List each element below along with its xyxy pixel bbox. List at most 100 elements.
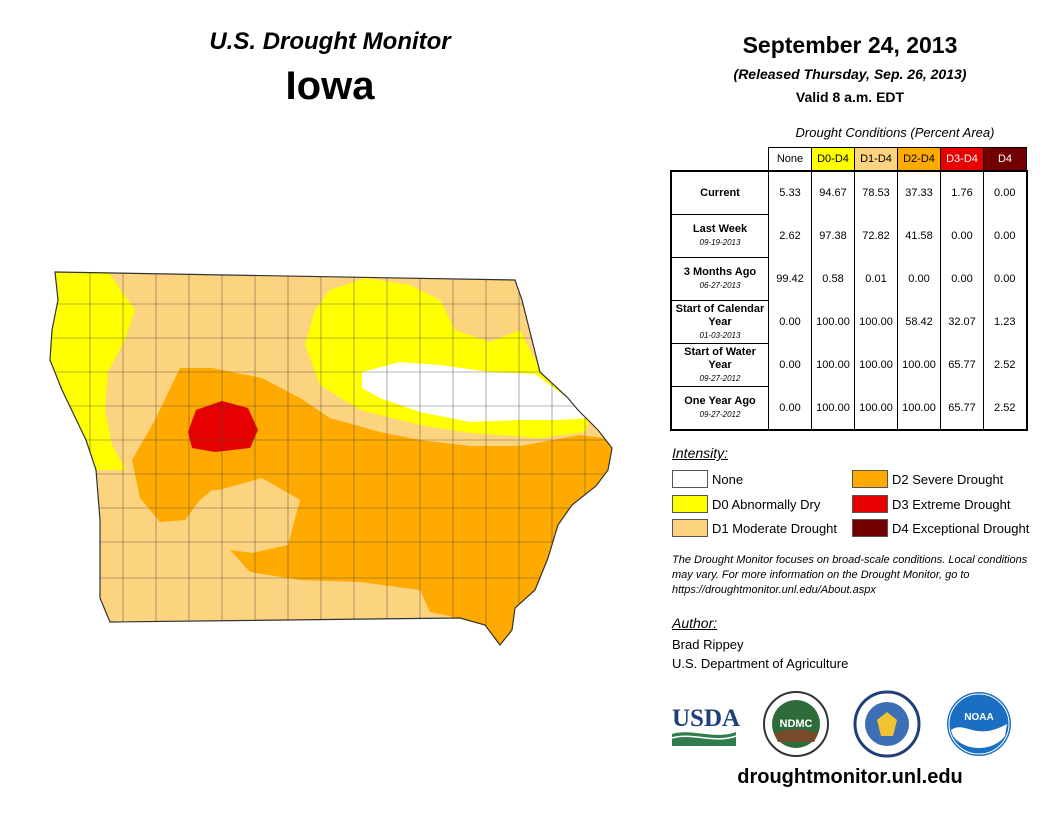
legend-label: D4 Exceptional Drought	[892, 520, 1030, 536]
author-title: Author:	[672, 615, 718, 631]
col-header: None	[768, 147, 812, 172]
col-header: D1-D4	[854, 147, 898, 172]
table-cell: 0.00	[940, 214, 984, 258]
table-cell: 0.00	[768, 300, 812, 344]
table-cell: 0.00	[940, 257, 984, 301]
table-cell: 0.00	[768, 386, 812, 431]
table-cell: 72.82	[854, 214, 898, 258]
county-grid	[50, 272, 612, 645]
legend-item-d1: D1 Moderate Drought	[672, 519, 837, 537]
table-cell: 97.38	[811, 214, 855, 258]
legend-label: None	[712, 471, 744, 487]
table-cell: 41.58	[897, 214, 941, 258]
row-label: Start of Calendar Year 01-03-2013	[670, 300, 769, 344]
conditions-title: Drought Conditions (Percent Area)	[795, 125, 995, 140]
legend-swatch	[852, 495, 888, 513]
table-cell: 1.76	[940, 170, 984, 215]
legend-swatch	[672, 519, 708, 537]
table-cell: 78.53	[854, 170, 898, 215]
table-cell: 65.77	[940, 343, 984, 387]
table-cell: 100.00	[897, 386, 941, 431]
legend-item-none: None	[672, 470, 743, 488]
author-org: U.S. Department of Agriculture	[672, 656, 849, 671]
table-cell: 0.58	[811, 257, 855, 301]
legend-swatch	[852, 470, 888, 488]
region-title: Iowa	[285, 64, 375, 108]
table-header-row: None D0-D4 D1-D4 D2-D4 D3-D4 D4	[671, 147, 1027, 172]
table-cell: 100.00	[811, 300, 855, 344]
legend-swatch	[672, 470, 708, 488]
legend-item-d2: D2 Severe Drought	[852, 470, 1003, 488]
table-cell: 100.00	[854, 300, 898, 344]
noaa-logo-text: NOAA	[964, 712, 993, 723]
col-header: D4	[983, 147, 1027, 172]
usda-logo: USDA	[671, 705, 740, 746]
noaa-inner-ring	[948, 693, 1010, 755]
ndmc-logo: NDMC	[763, 691, 829, 757]
usda-stripe	[671, 735, 737, 740]
table-cell: 100.00	[854, 343, 898, 387]
legend-swatch	[852, 519, 888, 537]
release-date: (Released Thursday, Sep. 26, 2013)	[733, 66, 967, 82]
map-date: September 24, 2013	[742, 32, 958, 58]
legend-item-d3: D3 Extreme Drought	[852, 495, 1011, 513]
table-row: Start of Water Year 09-27-2012 0.00 100.0…	[670, 343, 1028, 387]
row-label: Current	[670, 170, 769, 215]
department-of-commerce-seal-icon	[853, 690, 921, 758]
table-cell: 100.00	[854, 386, 898, 431]
legend-item-d0: D0 Abnormally Dry	[672, 495, 820, 513]
usda-logo-text: USDA	[672, 705, 740, 732]
table-cell: 94.67	[811, 170, 855, 215]
legend-item-d4: D4 Exceptional Drought	[852, 519, 1029, 537]
map-title: U.S. Drought Monitor	[209, 28, 451, 55]
none-region	[362, 362, 590, 422]
disclaimer-note: The Drought Monitor focuses on broad-sca…	[672, 554, 1028, 596]
col-header: D2-D4	[897, 147, 941, 172]
row-label: Start of Water Year 09-27-2012	[670, 343, 769, 387]
row-label: One Year Ago 09-27-2012	[670, 386, 769, 431]
table-cell: 100.00	[811, 386, 855, 431]
legend-label: D3 Extreme Drought	[892, 496, 1011, 512]
table-cell: 65.77	[940, 386, 984, 431]
seal-eagle-icon	[877, 712, 897, 736]
table-cell: 0.00	[983, 170, 1028, 215]
table-cell: 100.00	[811, 343, 855, 387]
table-cell: 0.00	[983, 214, 1028, 258]
valid-time: Valid 8 a.m. EDT	[795, 89, 905, 105]
table-cell: 58.42	[897, 300, 941, 344]
noaa-wave	[951, 724, 1007, 748]
legend-title: Intensity:	[672, 445, 729, 461]
usda-hill	[672, 732, 736, 746]
author-name: Brad Rippey	[672, 637, 744, 652]
table-row: Start of Calendar Year 01-03-2013 0.00 10…	[670, 300, 1028, 344]
ndmc-logo-text: NDMC	[780, 718, 813, 730]
legend-label: D0 Abnormally Dry	[712, 496, 821, 512]
col-header: D0-D4	[811, 147, 855, 172]
legend-label: D1 Moderate Drought	[712, 520, 838, 536]
table-cell: 99.42	[768, 257, 812, 301]
table-row: Last Week 09-19-2013 2.62 97.38 72.82 41.…	[670, 214, 1028, 258]
website-link[interactable]: droughtmonitor.unl.edu	[737, 766, 963, 788]
ndmc-ground	[774, 729, 818, 742]
d3-region	[188, 401, 258, 452]
d1-pocket	[212, 478, 300, 553]
row-label: 3 Months Ago 06-27-2013	[670, 257, 769, 301]
legend-swatch	[672, 495, 708, 513]
col-header: D3-D4	[940, 147, 984, 172]
table-cell: 100.00	[897, 343, 941, 387]
table-cell: 0.00	[897, 257, 941, 301]
iowa-drought-map	[49, 271, 613, 646]
table-row: One Year Ago 09-27-2012 0.00 100.00 100.0…	[670, 386, 1028, 431]
noaa-logo: NOAA	[947, 692, 1011, 756]
table-row: 3 Months Ago 06-27-2013 99.42 0.58 0.01 0…	[670, 257, 1028, 301]
table-cell: 5.33	[768, 170, 812, 215]
table-cell: 2.52	[983, 386, 1028, 431]
table-cell: 1.23	[983, 300, 1028, 344]
legend-label: D2 Severe Drought	[892, 471, 1004, 487]
table-cell: 0.00	[768, 343, 812, 387]
conditions-table: None D0-D4 D1-D4 D2-D4 D3-D4 D4 Current …	[670, 147, 1028, 431]
iowa-outline	[49, 271, 613, 646]
table-row: Current 5.33 94.67 78.53 37.33 1.76 0.00	[670, 170, 1028, 215]
table-cell: 37.33	[897, 170, 941, 215]
table-cell: 0.01	[854, 257, 898, 301]
